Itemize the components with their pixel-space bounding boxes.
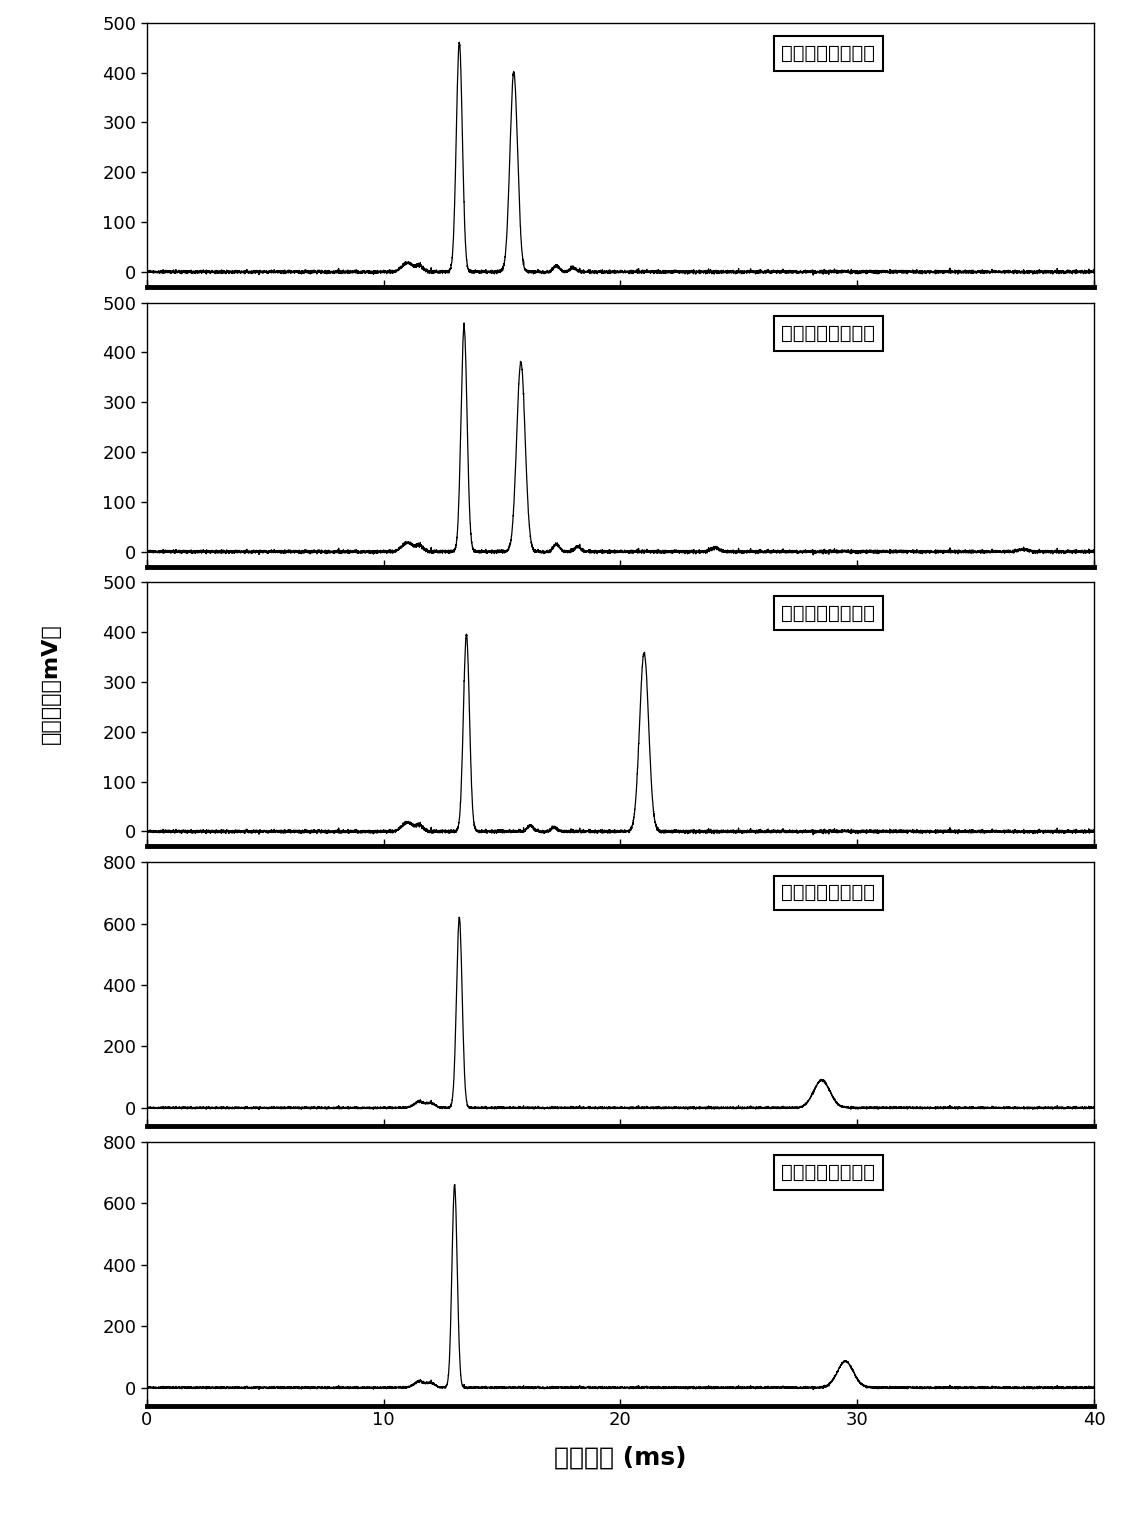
X-axis label: 迁移时间 (ms): 迁移时间 (ms)	[554, 1446, 687, 1470]
Text: 邻苯二甲酸二戊酰: 邻苯二甲酸二戊酰	[782, 883, 875, 903]
Text: 信号强度（mV）: 信号强度（mV）	[41, 623, 61, 745]
Text: 邻苯二甲酸二甲酰: 邻苯二甲酸二甲酰	[782, 44, 875, 62]
Text: 邻苯二甲酸二癸酰: 邻苯二甲酸二癸酰	[782, 1163, 875, 1183]
Text: 邻苯二甲酸二乙酰: 邻苯二甲酸二乙酰	[782, 324, 875, 342]
Text: 邻苯二甲酸二丁酰: 邻苯二甲酸二丁酰	[782, 603, 875, 623]
